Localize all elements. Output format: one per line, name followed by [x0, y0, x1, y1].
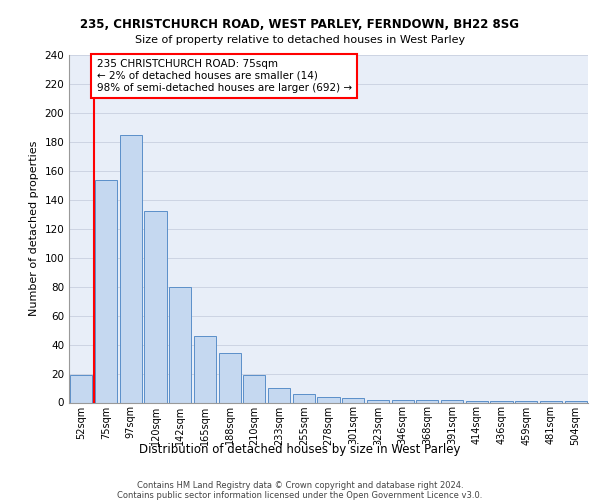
Bar	[119, 134, 142, 402]
Y-axis label: Number of detached properties: Number of detached properties	[29, 141, 39, 316]
Bar	[70, 375, 92, 402]
Bar	[293, 394, 315, 402]
Bar	[95, 180, 117, 402]
Bar	[218, 354, 241, 403]
Bar	[466, 401, 488, 402]
Text: Size of property relative to detached houses in West Parley: Size of property relative to detached ho…	[135, 35, 465, 45]
Text: Distribution of detached houses by size in West Parley: Distribution of detached houses by size …	[139, 442, 461, 456]
Bar	[367, 400, 389, 402]
Bar	[565, 401, 587, 402]
Bar	[169, 286, 191, 403]
Text: 235 CHRISTCHURCH ROAD: 75sqm
← 2% of detached houses are smaller (14)
98% of sem: 235 CHRISTCHURCH ROAD: 75sqm ← 2% of det…	[97, 60, 352, 92]
Bar	[515, 401, 538, 402]
Bar	[317, 396, 340, 402]
Bar	[441, 400, 463, 402]
Bar	[145, 212, 167, 402]
Bar	[490, 401, 512, 402]
Bar	[342, 398, 364, 402]
Text: Contains HM Land Registry data © Crown copyright and database right 2024.: Contains HM Land Registry data © Crown c…	[137, 481, 463, 490]
Bar	[243, 375, 265, 402]
Text: 235, CHRISTCHURCH ROAD, WEST PARLEY, FERNDOWN, BH22 8SG: 235, CHRISTCHURCH ROAD, WEST PARLEY, FER…	[80, 18, 520, 30]
Bar	[416, 400, 439, 402]
Text: Contains public sector information licensed under the Open Government Licence v3: Contains public sector information licen…	[118, 491, 482, 500]
Bar	[392, 400, 414, 402]
Bar	[268, 388, 290, 402]
Bar	[540, 401, 562, 402]
Bar	[194, 336, 216, 402]
